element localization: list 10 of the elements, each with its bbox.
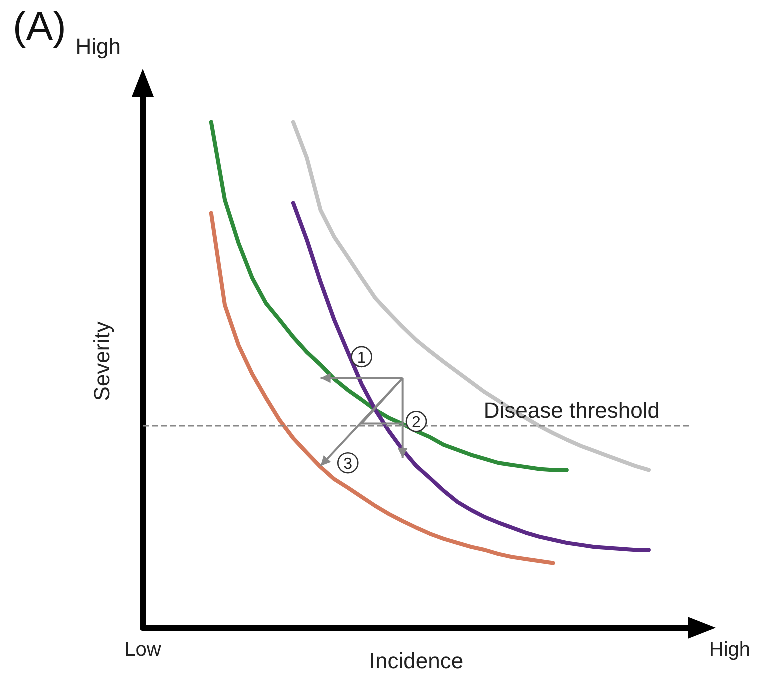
text: High <box>709 639 751 661</box>
text: High <box>76 34 121 59</box>
ref-line-label: Disease threshold <box>484 398 660 424</box>
x-axis-title: Incidence <box>369 648 464 674</box>
annotation: 2 <box>412 414 422 432</box>
annotation: 3 <box>344 456 353 474</box>
y-axis-title: Severity <box>90 322 114 402</box>
annotation: 1 <box>357 350 366 367</box>
chart-title: (A) <box>13 5 66 49</box>
text: Low <box>124 639 162 661</box>
